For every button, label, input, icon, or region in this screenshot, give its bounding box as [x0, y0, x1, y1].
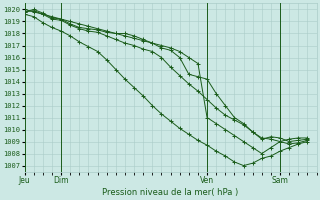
X-axis label: Pression niveau de la mer( hPa ): Pression niveau de la mer( hPa ) — [102, 188, 239, 197]
